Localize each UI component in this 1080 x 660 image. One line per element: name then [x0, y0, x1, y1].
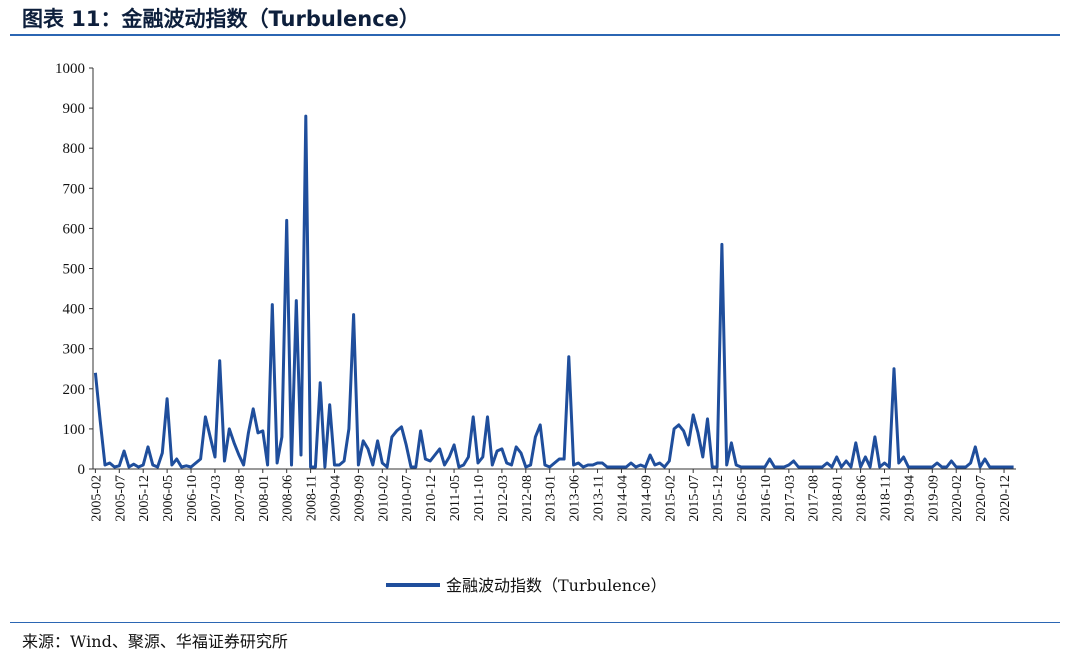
x-tick-label: 2007-08	[233, 475, 248, 522]
y-tick-label: 600	[63, 221, 86, 237]
x-tick-label: 2010-12	[424, 475, 439, 522]
y-tick-label: 700	[63, 181, 86, 197]
y-tick-label: 800	[63, 141, 86, 157]
y-tick-label: 400	[63, 302, 86, 318]
y-axis: 0 100 200 300 400 500 600 700 800 900 1000	[55, 61, 94, 478]
x-tick-label: 2013-06	[568, 475, 583, 522]
x-tick-label: 2020-07	[974, 475, 989, 522]
x-tick-label: 2008-01	[257, 475, 272, 522]
figure-title: 图表 11：金融波动指数（Turbulence）	[22, 7, 420, 31]
x-tick-label: 2018-11	[878, 475, 893, 521]
y-tick-label: 500	[63, 262, 86, 278]
source-note: 来源：Wind、聚源、华福证券研究所	[22, 632, 288, 651]
legend-label-turbulence: 金融波动指数（Turbulence）	[446, 576, 667, 595]
chart-legend: 金融波动指数（Turbulence）	[386, 576, 667, 595]
x-tick-label: 2006-10	[185, 475, 200, 522]
x-tick-label: 2007-03	[209, 475, 224, 522]
x-tick-label: 2017-03	[783, 475, 798, 522]
x-tick-label: 2019-04	[902, 475, 917, 522]
y-tick-label: 900	[63, 101, 86, 117]
series-line-turbulence	[93, 114, 1014, 469]
x-tick-label: 2009-09	[352, 475, 367, 522]
x-tick-label: 2009-04	[329, 475, 344, 522]
x-tick-label: 2008-11	[305, 475, 320, 521]
x-tick-label: 2015-12	[711, 475, 726, 522]
x-tick-label: 2013-11	[592, 475, 607, 521]
x-axis: 2005-02 2005-07 2005-12 2006-05 2006-10 2007-…	[89, 468, 1016, 522]
x-tick-label: 2020-02	[950, 475, 965, 522]
y-tick-label: 200	[63, 382, 86, 398]
x-tick-label: 2014-04	[615, 475, 630, 522]
x-tick-label: 2011-05	[448, 475, 463, 521]
x-tick-label: 2016-05	[735, 475, 750, 522]
x-tick-label: 2018-06	[855, 475, 870, 522]
series-layer	[93, 114, 1014, 469]
x-tick-label: 2011-10	[472, 475, 487, 521]
title-underline	[10, 34, 1060, 36]
y-tick-label: 1000	[55, 61, 85, 77]
x-tick-label: 2014-09	[639, 475, 654, 522]
x-tick-label: 2012-08	[520, 475, 535, 522]
x-tick-label: 2005-07	[113, 475, 128, 522]
x-tick-label: 2013-01	[544, 475, 559, 522]
x-tick-label: 2006-05	[161, 475, 176, 522]
x-tick-label: 2012-03	[496, 475, 511, 522]
x-tick-label: 2005-02	[89, 475, 104, 522]
x-tick-label: 2016-10	[759, 475, 774, 522]
y-tick-label: 100	[63, 422, 86, 438]
footer-rule	[10, 622, 1060, 623]
x-tick-label: 2008-06	[281, 475, 296, 522]
x-tick-label: 2018-01	[831, 475, 846, 522]
x-tick-label: 2010-07	[400, 475, 415, 522]
x-tick-label: 2010-02	[376, 475, 391, 522]
x-tick-label: 2005-12	[137, 475, 152, 522]
y-tick-label: 0	[78, 462, 86, 478]
turbulence-line-chart: 0 100 200 300 400 500 600 700 800 900 1000 2005-02…	[55, 61, 1016, 595]
x-tick-label: 2020-12	[998, 475, 1013, 522]
x-tick-label: 2017-08	[807, 475, 822, 522]
y-tick-label: 300	[63, 342, 86, 358]
x-tick-label: 2015-07	[687, 475, 702, 522]
x-tick-label: 2015-02	[663, 475, 678, 522]
x-tick-label: 2019-09	[926, 475, 941, 522]
